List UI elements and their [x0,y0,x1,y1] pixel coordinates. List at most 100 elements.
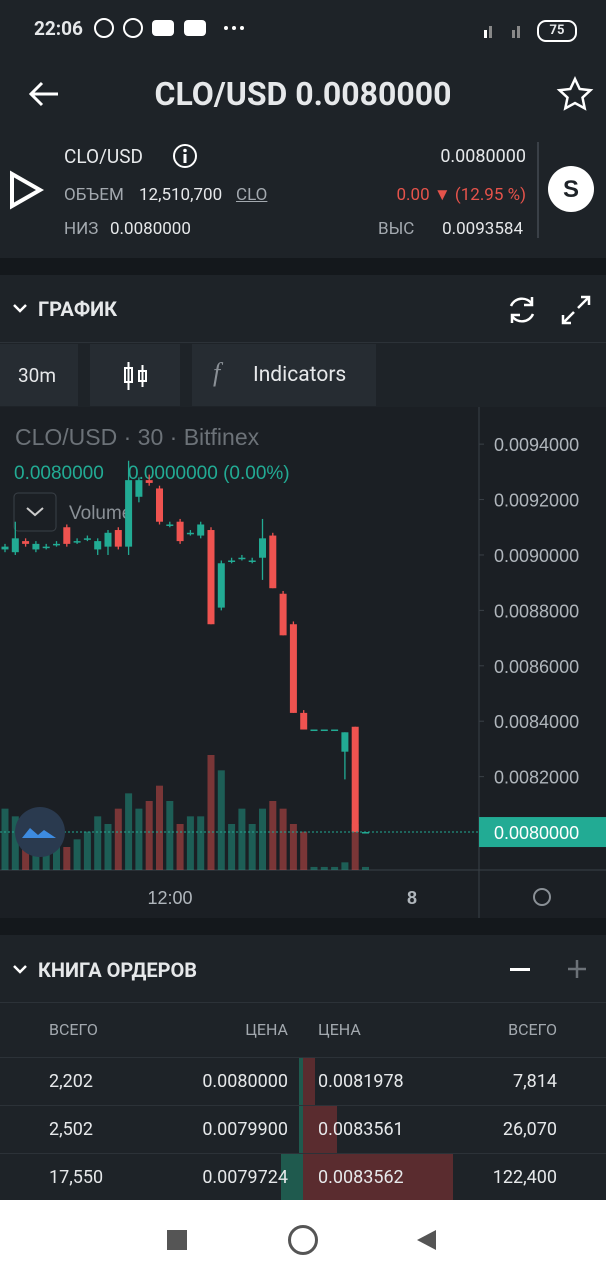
high-label: ВЫС [378,219,415,239]
order-cell: 2,502 [49,1119,94,1140]
bid-depth [299,1058,303,1105]
column-header: ВСЕГО [49,1020,98,1039]
candle-body [320,729,328,732]
back-nav-button[interactable] [414,1228,438,1252]
fullscreen-button[interactable] [560,294,592,326]
candle-body [42,546,50,549]
order-cell: 26,070 [502,1119,557,1140]
volume-bar [135,808,143,870]
volume-label: Volume [69,503,132,524]
order-row[interactable]: 2,502 0.0079900 0.0083561 26,070 [0,1105,606,1154]
candle-body [228,560,236,563]
candle-body [207,530,215,625]
volume-bar [176,824,184,870]
volume-bar [341,862,349,870]
candle-body [248,560,256,563]
order-row[interactable]: 17,550 0.0079724 0.0083562 122,400 [0,1153,606,1202]
volume: 12,510,700 [139,185,223,205]
nav-bar [0,1200,606,1280]
candle-body [125,480,133,547]
candle-body [310,729,318,732]
candle-body [197,524,205,536]
candle-body [1,546,9,550]
low: 0.0080000 [110,219,191,239]
volume-bar [186,816,194,870]
order-cell: 0.0081978 [318,1071,404,1092]
volume-bar [83,831,91,870]
home-button[interactable] [288,1225,318,1255]
collapse-chevron[interactable] [12,303,28,315]
volume-bar [53,839,60,870]
y-tick-label: 0.0088000 [494,601,579,621]
volume-bar [217,770,225,870]
separator [0,918,606,935]
candle-body [83,538,91,540]
volume-bar [279,808,287,870]
high: 0.0093584 [442,219,523,239]
volume-bar [156,785,163,870]
volume-bar [166,801,174,870]
volume-unit[interactable]: CLO [236,185,268,205]
divider [537,142,539,238]
x-tick-label: 12:00 [147,888,192,908]
recents-button[interactable] [167,1230,187,1250]
order-cell: 0.0083561 [318,1119,404,1140]
volume-bar [197,816,205,870]
volume-bar [289,824,297,870]
zoom-in-button[interactable] [567,959,587,979]
legend-change: 0.0000000 (0.00%) [128,463,290,484]
indicators: Indicators [253,363,347,387]
volume-bar [259,808,266,870]
volume-bar [94,816,102,870]
candle-body [186,532,194,535]
volume-bar [300,831,308,870]
candle-body [217,563,225,608]
y-tick-label: 0.0094000 [494,435,579,455]
y-tick-label: 0.0082000 [494,768,579,788]
status-time: 22:06 [34,17,83,40]
collapse-chevron[interactable] [12,964,28,976]
order-cell: 0.0080000 [202,1071,288,1092]
candle-body [341,732,349,752]
candle-icon [124,362,147,390]
volume-bar [310,866,318,870]
indicators-button[interactable] [192,344,376,406]
order-row[interactable]: 2,202 0.0080000 0.0081978 7,814 [0,1057,606,1106]
volume-bar [331,866,339,870]
candle-body [238,557,246,560]
candle-body [351,726,359,833]
x-tick-label: 8 [407,888,417,908]
info-button[interactable] [171,142,199,170]
status-icons [94,18,244,38]
zoom-out-button[interactable] [510,968,530,971]
last-price-tag [479,817,606,848]
battery: 75 [537,20,577,42]
column-header: ЦЕНА [318,1020,361,1039]
y-tick-label: 0.0092000 [494,491,579,511]
candle-body [289,624,297,713]
volume-toggle[interactable] [13,492,57,532]
page-title: CLO/USD 0.0080000 [154,75,452,113]
volume-bar [73,839,81,870]
candle-body [104,532,112,547]
volume-bar [320,866,328,870]
order-cell: 0.0079900 [202,1119,288,1140]
interval: 30m [18,364,57,387]
chart-style-button[interactable] [90,344,180,406]
candle-body [331,729,339,732]
volume-bar [238,808,246,870]
candle-body [11,538,19,553]
refresh-button[interactable] [505,293,539,327]
exchange-logo[interactable]: S [547,165,595,213]
favorite-button[interactable] [556,76,594,114]
order-cell: 7,814 [512,1071,557,1092]
volume-bar [248,824,256,870]
y-tick-label: 0.0086000 [494,657,579,677]
ask-depth [303,1154,453,1201]
interval-button[interactable] [0,344,78,406]
back-button[interactable] [28,80,60,108]
ask-depth [303,1106,337,1153]
settings-button[interactable] [533,888,551,906]
volume-bar [269,801,277,870]
chart-title: CLO/USD · 30 · Bitfinex [15,424,260,450]
